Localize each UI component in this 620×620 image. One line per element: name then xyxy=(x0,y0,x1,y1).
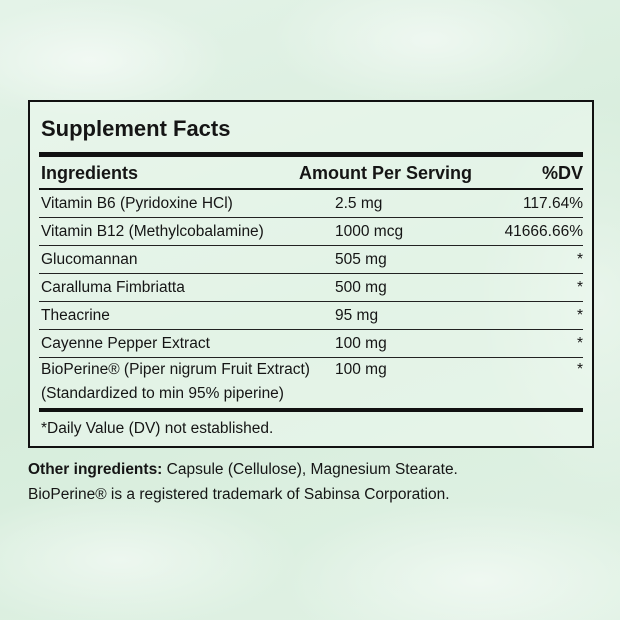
table-cell: Vitamin B6 (Pyridoxine HCl) xyxy=(41,195,233,212)
header-cell: Amount Per Serving xyxy=(299,163,473,183)
table-row: BioPerine® (Piper nigrum Fruit Extract) (… xyxy=(39,358,583,410)
divider xyxy=(39,408,583,412)
cell-line: (Standardized to min 95% piperine) xyxy=(41,385,284,402)
table-cell: 2.5 mg xyxy=(335,195,383,212)
table-cell: 1000 mcg xyxy=(335,223,404,240)
table-row: Cayenne Pepper Extract 100 mg * xyxy=(39,330,583,358)
header-cell: Ingredients xyxy=(41,163,139,183)
header-cell: %DV xyxy=(541,163,583,183)
table-cell: * xyxy=(576,251,583,268)
table-cell: 500 mg xyxy=(335,279,387,296)
table-cell: 41666.66% xyxy=(504,223,583,240)
table-row: Vitamin B12 (Methylcobalamine) 1000 mcg 41… xyxy=(39,218,583,246)
table-cell: * xyxy=(576,307,583,324)
footnote: *Daily Value (DV) not established. xyxy=(41,420,274,437)
table-cell: * xyxy=(576,279,583,296)
trademark: BioPerine® is a registered trademark of … xyxy=(28,486,450,503)
cell-line: BioPerine® (Piper nigrum Fruit Extract) xyxy=(41,361,310,378)
table-cell: 100 mg xyxy=(335,335,387,352)
table-cell: * xyxy=(576,361,583,378)
table-row: Vitamin B6 (Pyridoxine HCl) 2.5 mg 117.64% xyxy=(39,190,583,218)
text: Capsule (Cellulose), Magnesium Stearate. xyxy=(166,461,458,478)
table-cell: Vitamin B12 (Methylcobalamine) xyxy=(41,223,264,240)
table-cell: 117.64% xyxy=(522,195,583,212)
table-cell: Caralluma Fimbriatta xyxy=(41,279,185,296)
table-row: Caralluma Fimbriatta 500 mg * xyxy=(39,274,583,302)
table-cell: Cayenne Pepper Extract xyxy=(41,335,210,352)
table-row: Glucomannan 505 mg * xyxy=(39,246,583,274)
header-row: Ingredients Amount Per Serving %DV xyxy=(39,160,583,190)
panel-title: Supplement Facts xyxy=(41,116,231,141)
label: Other ingredients: xyxy=(28,461,163,478)
table-cell: Theacrine xyxy=(41,307,110,324)
table-cell: Glucomannan xyxy=(41,251,138,268)
table-row: Theacrine 95 mg * xyxy=(39,302,583,330)
divider xyxy=(39,152,583,157)
facts-panel: Supplement Facts Ingredients Amount Per … xyxy=(28,100,594,448)
table-cell: 505 mg xyxy=(335,251,387,268)
table-cell: * xyxy=(576,335,583,352)
table-cell: 95 mg xyxy=(335,307,379,324)
other-ingredients: Other ingredients: Capsule (Cellulose), … xyxy=(28,461,458,479)
table-cell: 100 mg xyxy=(335,361,387,378)
